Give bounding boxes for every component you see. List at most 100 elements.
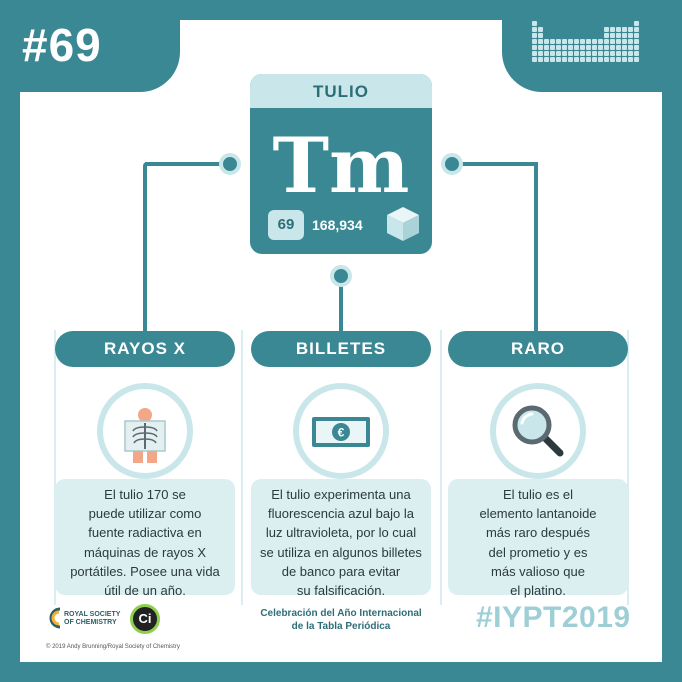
element-number-badge: #69 bbox=[22, 19, 102, 71]
fact-text: El tulio experimenta una fluorescencia a… bbox=[260, 487, 422, 599]
connector-center-v bbox=[339, 280, 343, 332]
svg-text:€: € bbox=[338, 426, 345, 440]
periodic-table-cell bbox=[556, 45, 561, 50]
connector-left-h bbox=[145, 162, 230, 166]
number-corner: #69 bbox=[0, 0, 180, 92]
element-symbol: Tm bbox=[272, 121, 410, 210]
periodic-table-cell bbox=[592, 45, 597, 50]
periodic-table-cell bbox=[544, 57, 549, 62]
periodic-table-cell bbox=[580, 51, 585, 56]
periodic-table-cell bbox=[544, 45, 549, 50]
periodic-table-cell bbox=[544, 51, 549, 56]
icon-circle-magnifier bbox=[490, 383, 586, 479]
periodic-table-cell bbox=[538, 27, 543, 32]
periodic-table-cell bbox=[556, 39, 561, 44]
periodic-table-cell bbox=[622, 45, 627, 50]
periodic-table-cell bbox=[562, 57, 567, 62]
periodic-table-cell bbox=[532, 33, 537, 38]
periodic-table-cell bbox=[616, 39, 621, 44]
icon-circle-xray bbox=[97, 383, 193, 479]
periodic-table-cell bbox=[562, 51, 567, 56]
periodic-table-cell bbox=[580, 57, 585, 62]
periodic-table-cell bbox=[550, 51, 555, 56]
periodic-table-cell bbox=[586, 45, 591, 50]
column-divider bbox=[54, 330, 56, 605]
copyright-text: © 2019 Andy Brunning/Royal Society of Ch… bbox=[46, 644, 180, 650]
periodic-table-cell bbox=[622, 51, 627, 56]
periodic-table-cell bbox=[616, 51, 621, 56]
periodic-table-cell bbox=[628, 57, 633, 62]
periodic-table-cell bbox=[592, 57, 597, 62]
ci-logo: Ci bbox=[130, 604, 160, 634]
periodic-table-cell bbox=[538, 39, 543, 44]
periodic-table-cell bbox=[532, 57, 537, 62]
periodic-table-cell bbox=[610, 57, 615, 62]
periodic-table-cell bbox=[550, 57, 555, 62]
periodic-table-cell bbox=[634, 33, 639, 38]
periodic-table-cell bbox=[604, 27, 609, 32]
banknote-icon: € bbox=[312, 417, 370, 447]
periodic-table-cell bbox=[610, 27, 615, 32]
periodic-table-cell bbox=[538, 33, 543, 38]
connector-node-right bbox=[441, 153, 463, 175]
periodic-table-cell bbox=[580, 45, 585, 50]
periodic-table-cell bbox=[592, 51, 597, 56]
connector-right-v bbox=[534, 162, 538, 332]
periodic-table-cell bbox=[538, 45, 543, 50]
periodic-table-cell bbox=[586, 51, 591, 56]
fact-box-rayos-x: El tulio 170 se puede utilizar como fuen… bbox=[55, 479, 235, 598]
column-divider bbox=[627, 330, 629, 605]
periodic-table-cell bbox=[610, 39, 615, 44]
fact-text: El tulio 170 se puede utilizar como fuen… bbox=[70, 487, 220, 599]
connector-left-v bbox=[143, 162, 147, 332]
periodic-table-cell bbox=[532, 45, 537, 50]
periodic-table-cell bbox=[586, 39, 591, 44]
periodic-table-cell bbox=[598, 45, 603, 50]
periodic-table-cell bbox=[574, 57, 579, 62]
magnifier-icon bbox=[512, 405, 564, 457]
periodic-table-cell bbox=[610, 45, 615, 50]
periodic-table-cell bbox=[544, 39, 549, 44]
connector-node-center bbox=[330, 265, 352, 287]
periodic-table-cell bbox=[628, 27, 633, 32]
element-card: TULIO Tm 69 168,934 bbox=[250, 74, 432, 254]
celebration-text: Celebración del Año Internacional de la … bbox=[260, 608, 422, 632]
periodic-table-cell bbox=[532, 21, 537, 26]
periodic-table-cell bbox=[610, 33, 615, 38]
periodic-table-cell bbox=[550, 39, 555, 44]
column-title-raro: RARO bbox=[448, 331, 628, 367]
periodic-table-cell bbox=[568, 45, 573, 50]
periodic-table-cell bbox=[598, 57, 603, 62]
periodic-table-cell bbox=[574, 51, 579, 56]
connector-right-h bbox=[452, 162, 538, 166]
fact-box-raro: El tulio es el elemento lantanoide más r… bbox=[448, 479, 628, 598]
periodic-table-cell bbox=[628, 33, 633, 38]
periodic-table-cell bbox=[532, 51, 537, 56]
periodic-table-cell bbox=[622, 57, 627, 62]
periodic-table-cell bbox=[580, 39, 585, 44]
periodic-table-cell bbox=[634, 57, 639, 62]
periodic-table-cell bbox=[538, 51, 543, 56]
connector-node-left bbox=[219, 153, 241, 175]
periodic-table-cell bbox=[616, 45, 621, 50]
periodic-table-cell bbox=[628, 45, 633, 50]
atomic-number: 69 bbox=[268, 210, 304, 240]
column-divider bbox=[241, 330, 243, 605]
periodic-table-cell bbox=[562, 45, 567, 50]
periodic-table-cell bbox=[622, 27, 627, 32]
periodic-table-cell bbox=[574, 39, 579, 44]
periodic-table-cell bbox=[604, 45, 609, 50]
column-divider bbox=[440, 330, 442, 605]
periodic-table-cell bbox=[532, 27, 537, 32]
fact-text: El tulio es el elemento lantanoide más r… bbox=[479, 487, 597, 599]
periodic-table-cell bbox=[550, 45, 555, 50]
periodic-table-cell bbox=[538, 57, 543, 62]
periodic-table-cell bbox=[628, 51, 633, 56]
periodic-table-cell bbox=[634, 27, 639, 32]
element-name: TULIO bbox=[250, 74, 432, 108]
periodic-table-cell bbox=[616, 27, 621, 32]
periodic-table-cell bbox=[556, 57, 561, 62]
hashtag: #IYPT2019 bbox=[476, 601, 631, 634]
periodic-table-cell bbox=[634, 39, 639, 44]
cube-icon bbox=[386, 206, 420, 247]
